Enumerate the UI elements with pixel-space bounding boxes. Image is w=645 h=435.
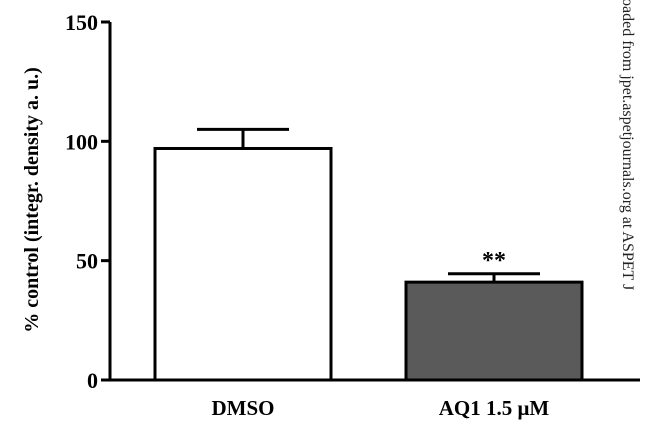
y-tick-label: 150 <box>65 10 98 35</box>
bar <box>153 146 333 382</box>
x-tick-label: AQ1 1.5 μM <box>439 396 550 420</box>
significance: ** <box>482 248 506 274</box>
watermark: oaded from jpet.aspetjournals.org at ASP… <box>619 0 636 290</box>
y-tick-label: 50 <box>76 249 98 274</box>
x-tick-label: DMSO <box>212 396 275 420</box>
bar <box>404 280 584 382</box>
y-axis-label: % control (integr. density a. u.) <box>21 67 43 333</box>
y-tick-label: 0 <box>87 368 98 393</box>
y-tick-label: 100 <box>65 129 98 154</box>
